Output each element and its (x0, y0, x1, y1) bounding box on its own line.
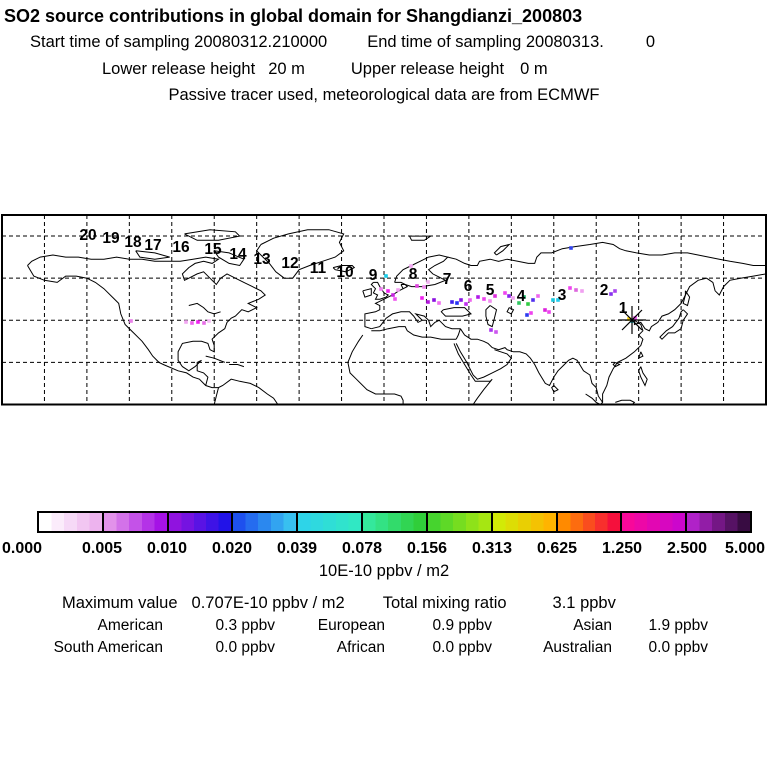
colorbar-tick-label: 0.039 (276, 540, 318, 557)
colorbar-tick-label: 1.250 (601, 540, 643, 557)
upper-release-label: Upper release height (350, 60, 505, 78)
colorbar-unit-label: 10E-10 ppbv / m2 (318, 562, 450, 580)
trajectory-hour-labels: 20 19 18 17 16 15 14 13 12 11 10 9 8 7 6 5 4 3 21 (79, 227, 627, 317)
colorbar-segment (166, 513, 232, 531)
start-time-text: Start time of sampling 20080312.210000 (30, 33, 328, 51)
trajectory-label: 18 (124, 234, 142, 251)
total-mixing-label: Total mixing ratio (382, 594, 507, 612)
trajectory-label: 1 (619, 300, 628, 317)
colorbar-tick-label: 0.625 (536, 540, 578, 557)
region-label: South American (53, 639, 163, 656)
colorbar-segment (490, 513, 556, 531)
sampling-time-line: Start time of sampling 20080312.210000 En… (0, 33, 768, 52)
region-value: 0.0 ppbv (432, 639, 492, 656)
region-value: 1.9 ppbv (648, 617, 708, 634)
colorbar-segment (39, 513, 102, 531)
region-value: 0.3 ppbv (215, 617, 275, 634)
colorbar-tick-label: 0.010 (146, 540, 188, 557)
trajectory-label: 3 (558, 287, 567, 304)
region-contribution-table: American 0.3 ppbv European 0.9 ppbv Asian 1.9… (0, 617, 708, 661)
end-time-text: End time of sampling 20080313. (367, 33, 604, 51)
end-time-value: 0 (645, 33, 656, 51)
map-graticule (2, 215, 766, 405)
trajectory-label: 12 (281, 255, 298, 272)
region-label: European (317, 617, 385, 634)
trajectory-label: 17 (144, 237, 161, 254)
trajectory-label: 19 (102, 230, 120, 247)
trajectory-label: 15 (204, 241, 222, 258)
trajectory-label: 11 (310, 260, 327, 277)
colorbar-tick-label: 2.500 (666, 540, 708, 557)
trajectory-label: 7 (443, 271, 452, 288)
region-value: 0.0 ppbv (215, 639, 275, 656)
maximum-value: 0.707E-10 ppbv / m2 (191, 594, 345, 612)
trajectory-label: 13 (253, 251, 271, 268)
upper-release-value: 0 m (520, 60, 548, 78)
trajectory-label: 9 (369, 267, 378, 284)
region-label: American (97, 617, 163, 634)
colorbar-segment (101, 513, 167, 531)
region-label: Asian (573, 617, 612, 634)
colorbar-tick-label: 0.156 (406, 540, 448, 557)
trajectory-label: 8 (409, 266, 418, 283)
region-label: African (336, 639, 385, 656)
map-border (1, 214, 767, 406)
trajectory-label: 2 (600, 282, 609, 299)
region-label: Australian (543, 639, 612, 656)
stats-summary-line: Maximum value 0.707E-10 ppbv / m2 Total mi… (0, 594, 768, 613)
colorbar-tick-label: 0.078 (341, 540, 383, 557)
colorbar-tick-label: 5.000 (724, 540, 766, 557)
tracer-note: Passive tracer used, meteorological data… (168, 86, 600, 104)
trajectory-label: 5 (486, 282, 495, 299)
colorbar (37, 511, 752, 533)
colorbar-segment (231, 513, 297, 531)
trajectory-label: 10 (336, 264, 353, 281)
colorbar-tick-label: 0.313 (471, 540, 513, 557)
trajectory-label: 20 (79, 227, 96, 244)
region-value: 0.0 ppbv (648, 639, 708, 656)
trajectory-label: 16 (172, 239, 190, 256)
colorbar-tick-label: 0.000 (1, 540, 43, 557)
colorbar-tick-label: 0.020 (211, 540, 253, 557)
colorbar-segment (555, 513, 621, 531)
colorbar-tick-labels: 0.000 0.005 0.010 0.020 0.039 0.078 0.156 0.313… (0, 540, 768, 558)
colorbar-segment (685, 513, 750, 531)
trajectory-label: 4 (517, 288, 526, 305)
colorbar-tick-label: 0.005 (81, 540, 123, 557)
lower-release-value: 20 m (268, 60, 305, 78)
total-mixing-value: 3.1 ppbv (552, 594, 616, 612)
colorbar-segment (620, 513, 686, 531)
trajectory-label: 14 (229, 246, 247, 263)
coastlines (27, 229, 766, 405)
region-value: 0.9 ppbv (432, 617, 492, 634)
colorbar-segment (296, 513, 362, 531)
colorbar-segment (361, 513, 426, 531)
lower-release-label: Lower release height (102, 60, 256, 78)
receptor-star-icon (618, 306, 646, 334)
trajectory-label: 6 (464, 278, 473, 295)
colorbar-segment (425, 513, 491, 531)
release-height-line: Lower release height 20 m Upper release he… (0, 60, 768, 79)
maximum-label: Maximum value (62, 594, 178, 612)
page-title: SO2 source contributions in global domai… (4, 6, 583, 26)
